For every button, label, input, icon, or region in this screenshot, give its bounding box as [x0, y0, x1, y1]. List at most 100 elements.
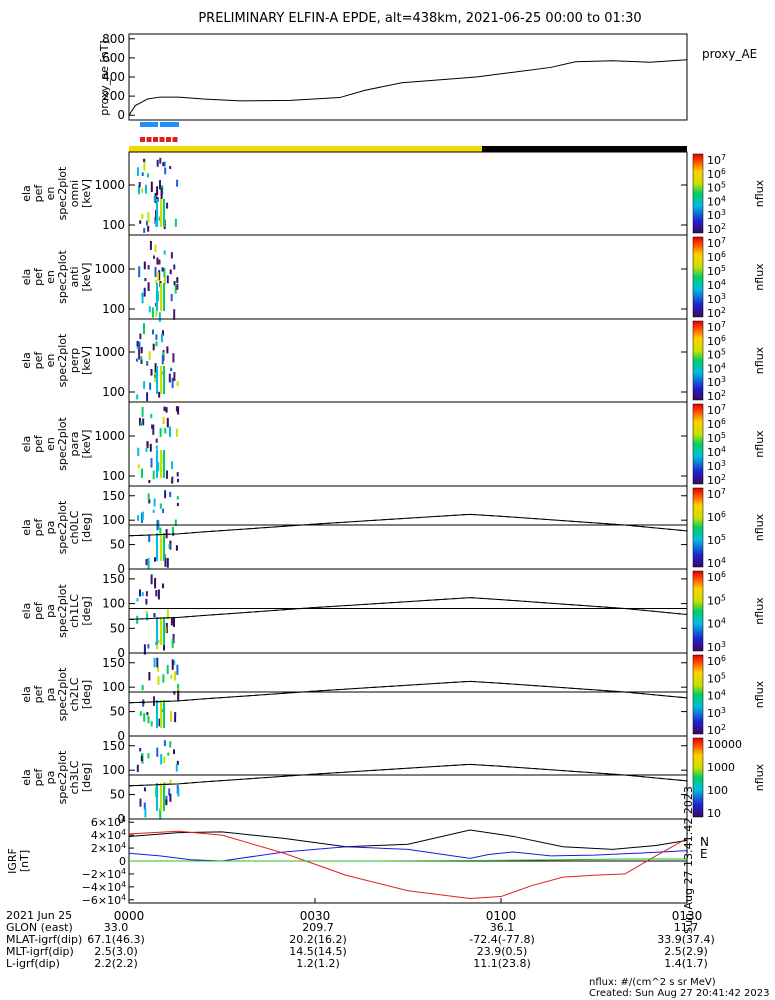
spectrum-pixel: [141, 292, 144, 304]
spectrum-pixel: [145, 598, 148, 605]
colorbar-tick-label: 107: [707, 320, 726, 334]
spectrum-pixel: [136, 764, 139, 772]
spectrum-pixel: [164, 427, 167, 434]
footer-date: 2021 Jun 25: [6, 909, 73, 922]
plot-title: PRELIMINARY ELFIN-A EPDE, alt=438km, 202…: [198, 11, 641, 26]
spectrum-pixel: [139, 220, 142, 224]
spectrum-pixel: [153, 657, 156, 668]
spectrum-pixel: [141, 468, 143, 478]
science-zone-red: [153, 137, 158, 142]
anti-loss-cone-line: [128, 680, 688, 704]
para-frame: [128, 401, 688, 487]
spectrum-pixel: [147, 265, 150, 270]
spectrum-pixel: [174, 671, 177, 681]
panel-ylabel: ela: [20, 519, 33, 536]
y-tick-label: 1000: [94, 429, 125, 443]
igrf-red-line: [128, 830, 688, 899]
spectrum-pixel: [150, 458, 153, 468]
spectrum-pixel: [169, 779, 172, 785]
spectrum-pixel: [163, 533, 165, 561]
spectrum-pixel: [155, 334, 158, 340]
spectrum-pixel: [138, 186, 140, 195]
panel-ylabel: pa: [44, 604, 57, 618]
colorbar: [692, 236, 704, 318]
spectrum-pixel: [171, 476, 174, 484]
spectrum-pixel: [145, 559, 148, 566]
panel-ylabel: spec2plot: [56, 417, 69, 471]
y-tick-label: 150: [102, 572, 125, 586]
panel-ylabel: ela: [20, 686, 33, 703]
spectrum-pixel: [146, 712, 149, 716]
spectrum-pixel: [177, 787, 180, 797]
spectrum-pixel: [177, 478, 179, 483]
spectrum-pixel: [148, 479, 151, 484]
spectrum-pixel: [155, 590, 158, 597]
panel-ylabel: [keV]: [80, 179, 93, 208]
ch2LC-frame: [128, 652, 688, 737]
spectrum-pixel: [156, 366, 158, 394]
spectrum-pixel: [176, 381, 179, 387]
spectrum-pixel: [163, 268, 166, 278]
spectrum-pixel: [147, 173, 150, 178]
spectrum-pixel: [151, 424, 154, 429]
spectrum-pixel: [169, 166, 172, 169]
colorbar-tick-label: 104: [707, 278, 726, 292]
spectrum-pixel: [157, 676, 160, 685]
colorbar-label: nflux: [753, 179, 766, 207]
spectrum-pixel: [164, 167, 167, 175]
spectrum-pixel: [147, 753, 150, 759]
footer-value: -72.4(-77.8): [469, 933, 535, 946]
panel-ylabel: spec2plot: [56, 500, 69, 554]
colorbar-tick-label: 106: [707, 417, 726, 431]
spectrum-pixel: [160, 700, 162, 728]
proxy-ae-ylabel: proxy_ae [nT]: [98, 40, 111, 115]
spectrum-pixel: [165, 407, 168, 413]
panel-ylabel: ela: [20, 769, 33, 786]
spectrum-pixel: [136, 598, 139, 602]
spectrum-pixel: [158, 259, 161, 265]
spectrum-pixel: [156, 700, 158, 728]
spectrum-pixel: [159, 157, 162, 164]
y-tick-label: 100: [102, 763, 125, 777]
spectrum-pixel: [167, 752, 170, 756]
y-tick-label: 150: [102, 739, 125, 753]
spectrum-pixel: [172, 353, 175, 363]
spectrum-pixel: [141, 172, 144, 176]
colorbar-tick-label: 103: [707, 640, 726, 654]
spectrum-pixel: [170, 617, 173, 626]
ch3LC-frame: [128, 735, 688, 820]
panel-ylabel: spec2plot: [56, 584, 69, 638]
spectrum-pixel: [147, 715, 150, 724]
spectrum-pixel: [156, 657, 159, 668]
colorbar-tick-label: 105: [707, 431, 726, 445]
footer-value: 33.9(37.4): [657, 933, 715, 946]
spectrum-pixel: [163, 275, 166, 285]
spectrum-pixel: [139, 417, 141, 426]
spectrum-pixel: [149, 241, 152, 250]
y-tick-label: 600: [102, 51, 125, 65]
spectrum-pixel: [165, 529, 168, 539]
spectrum-pixel: [165, 799, 168, 805]
spectrum-pixel: [164, 490, 167, 499]
spectrum-pixel: [174, 712, 177, 717]
y-tick-label: 150: [102, 656, 125, 670]
panel-ylabel: [deg]: [80, 513, 93, 542]
colorbar-tick-label: 102: [707, 306, 726, 320]
spectrum-pixel: [150, 721, 153, 727]
spectrum-pixel: [136, 340, 139, 347]
spectrum-pixel: [163, 756, 166, 763]
y-tick-label: −6×104: [82, 893, 126, 907]
spectrum-pixel: [170, 367, 173, 372]
footer-row-label: L-igrf(dip): [6, 957, 60, 970]
colorbar-tick-label: 10000: [707, 738, 742, 751]
spectrum-pixel: [173, 372, 176, 381]
spectrum-pixel: [146, 392, 149, 402]
spectrum-pixel: [171, 377, 174, 389]
anti-loss-cone-line: [128, 763, 688, 787]
spectrum-pixel: [163, 450, 165, 478]
spectrum-pixel: [148, 351, 151, 360]
spectrum-pixel: [136, 358, 138, 362]
panel-ylabel: [keV]: [80, 346, 93, 375]
y-tick-label: 150: [102, 489, 125, 503]
spectrum-pixel: [160, 366, 162, 394]
